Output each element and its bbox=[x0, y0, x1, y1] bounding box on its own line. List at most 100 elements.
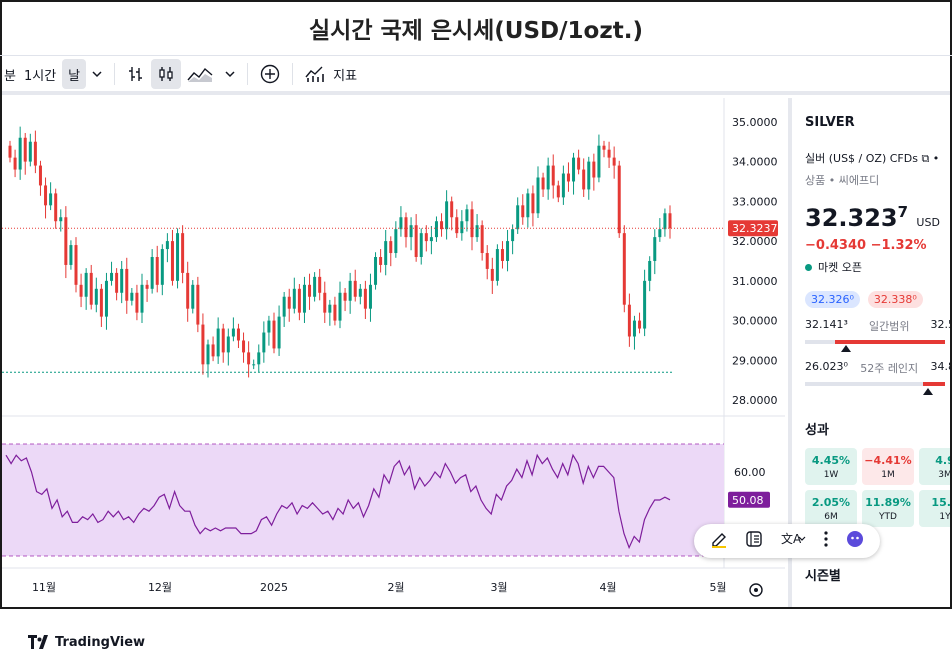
candle bbox=[59, 209, 63, 232]
candle bbox=[632, 315, 636, 350]
candle-body bbox=[506, 241, 510, 261]
week52-range-fill bbox=[923, 382, 945, 386]
candle-body bbox=[602, 145, 606, 150]
add-compare-icon[interactable] bbox=[254, 59, 286, 89]
assistant-icon[interactable] bbox=[846, 530, 864, 552]
candle bbox=[211, 336, 215, 362]
symbol-name[interactable]: SILVER bbox=[805, 115, 855, 130]
ask-price: 32.338⁰ bbox=[867, 291, 923, 308]
page-title: 실시간 국제 은시세(USD/1ozt.) bbox=[0, 0, 952, 56]
svg-text:文A: 文A bbox=[781, 531, 802, 546]
external-link-icon[interactable]: ⧉ bbox=[921, 152, 930, 165]
candle bbox=[363, 280, 367, 320]
candle-body bbox=[556, 185, 560, 198]
candle bbox=[374, 252, 378, 290]
indicators-icon bbox=[305, 66, 324, 82]
translate-icon[interactable]: 文A bbox=[780, 530, 806, 552]
candle-body bbox=[196, 284, 200, 325]
performance-cell[interactable]: 4.45% 1W bbox=[805, 448, 857, 485]
candle bbox=[104, 272, 108, 330]
candle bbox=[409, 217, 413, 251]
candle bbox=[216, 317, 220, 364]
candle bbox=[424, 225, 428, 252]
interval-1hour[interactable]: 1시간 bbox=[23, 68, 57, 84]
candle bbox=[445, 190, 449, 240]
candle-body bbox=[104, 280, 108, 317]
area-chart-icon[interactable] bbox=[181, 59, 219, 89]
candle bbox=[28, 133, 32, 167]
candle-body bbox=[384, 241, 388, 265]
toolbar-divider bbox=[247, 63, 249, 85]
indicators-button[interactable]: 지표 bbox=[299, 59, 363, 89]
price-tick-label: 30.0000 bbox=[732, 315, 778, 328]
candle bbox=[49, 182, 53, 211]
more-options-icon[interactable] bbox=[823, 530, 829, 552]
candle-body bbox=[511, 229, 515, 242]
candle bbox=[8, 140, 12, 163]
candle bbox=[262, 321, 266, 363]
performance-value: 2.05% bbox=[811, 495, 851, 509]
candle-body bbox=[292, 288, 296, 309]
candle-body bbox=[110, 272, 114, 281]
tradingview-logo-text: TradingView bbox=[55, 634, 146, 650]
candle bbox=[582, 158, 586, 197]
candle-body bbox=[150, 257, 154, 289]
currency-label: USD bbox=[916, 216, 940, 229]
performance-cell[interactable]: 4.93M bbox=[919, 448, 950, 485]
indicators-label: 지표 bbox=[333, 68, 358, 84]
candle bbox=[658, 218, 662, 242]
candle bbox=[120, 260, 124, 304]
market-open-dot bbox=[805, 264, 812, 271]
performance-value: −4.41% bbox=[864, 453, 912, 467]
candle bbox=[460, 210, 464, 241]
chevron-down-icon[interactable] bbox=[86, 59, 108, 89]
interval-minute[interactable]: 분 bbox=[4, 68, 16, 84]
candle-body bbox=[277, 316, 281, 349]
candle-body bbox=[201, 324, 205, 365]
candle bbox=[551, 154, 555, 199]
candle-body bbox=[59, 217, 63, 222]
candle bbox=[536, 166, 540, 219]
candle bbox=[333, 296, 337, 326]
notes-icon[interactable] bbox=[745, 530, 763, 552]
candle-body bbox=[216, 328, 220, 357]
candle bbox=[323, 281, 327, 323]
chevron-down-icon[interactable] bbox=[219, 59, 241, 89]
candle-body bbox=[308, 284, 312, 297]
candle-body bbox=[516, 205, 520, 230]
candle-body bbox=[160, 249, 164, 285]
candle-body bbox=[54, 193, 58, 222]
candle bbox=[74, 237, 78, 293]
tradingview-logo[interactable]: TradingView bbox=[20, 628, 148, 656]
candle bbox=[160, 244, 164, 296]
candle bbox=[470, 201, 474, 251]
candle-body bbox=[257, 352, 261, 365]
candle bbox=[247, 341, 251, 378]
candle bbox=[170, 229, 174, 286]
candle-body bbox=[181, 233, 185, 273]
settings-gear-icon[interactable] bbox=[749, 583, 763, 597]
candle bbox=[54, 188, 58, 229]
candle-body bbox=[353, 280, 357, 297]
chart-canvas[interactable]: 35.0000 34.0000 33.0000 32.0000 31.0000 30.00… bbox=[2, 98, 785, 607]
candle-body bbox=[592, 161, 596, 178]
candle-body bbox=[638, 320, 642, 329]
bar-chart-icon[interactable] bbox=[121, 59, 151, 89]
candle bbox=[94, 277, 98, 313]
candle bbox=[125, 257, 129, 314]
price-chart[interactable]: 35.0000 34.0000 33.0000 32.0000 31.0000 30.00… bbox=[2, 98, 785, 656]
highlighter-icon[interactable] bbox=[710, 530, 728, 552]
performance-cell[interactable]: 15.0 1Y bbox=[919, 490, 950, 527]
performance-cell[interactable]: −4.41% 1M bbox=[862, 448, 914, 485]
candle-body bbox=[302, 284, 306, 313]
performance-cell[interactable]: 2.05% 6M bbox=[805, 490, 857, 527]
performance-cell[interactable]: 11.89% YTD bbox=[862, 490, 914, 527]
candle bbox=[69, 240, 73, 270]
bid-ask: 32.326⁰ 32.338⁰ bbox=[805, 291, 950, 308]
candle-body bbox=[69, 245, 73, 265]
candlestick-icon[interactable] bbox=[151, 59, 182, 89]
candle-body bbox=[33, 141, 37, 166]
last-price-sup: 7 bbox=[897, 203, 909, 221]
interval-day[interactable]: 날 bbox=[62, 59, 87, 89]
day-range-fill bbox=[835, 340, 945, 344]
